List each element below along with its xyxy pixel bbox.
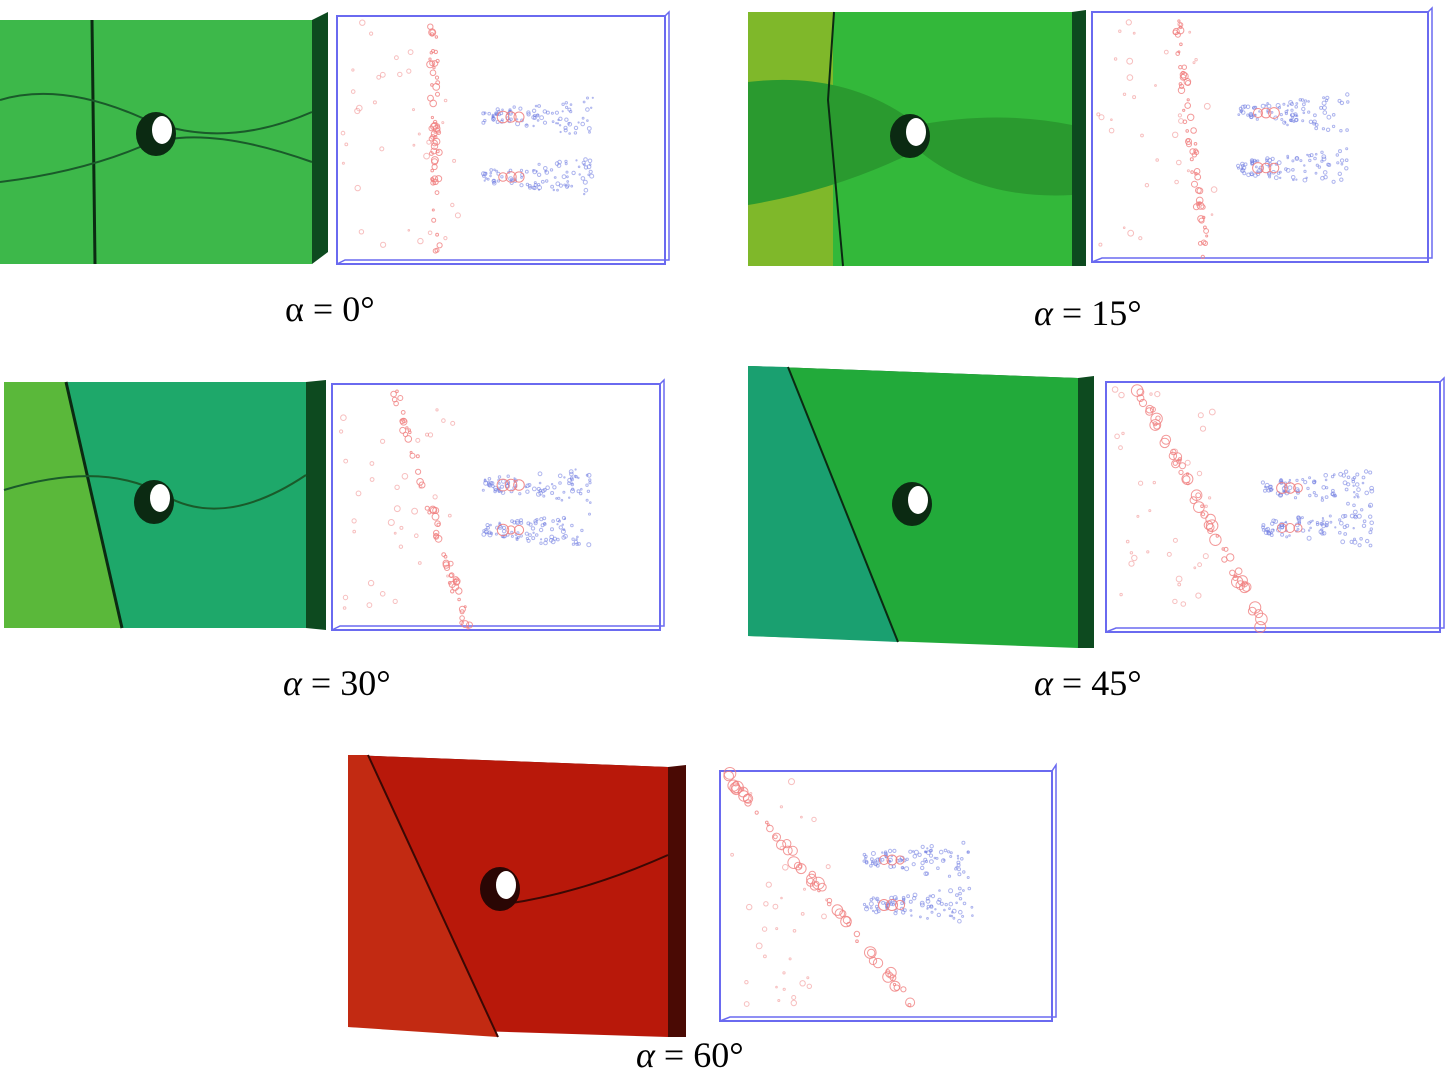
panel-alpha-15 bbox=[748, 6, 1433, 267]
caption-symbol: α bbox=[1034, 663, 1053, 703]
block-render-0 bbox=[0, 12, 328, 265]
caption-symbol: α bbox=[1034, 293, 1053, 333]
caption-alpha-15: α = 15° bbox=[1034, 293, 1142, 333]
caption-value: 15° bbox=[1091, 293, 1142, 333]
caption-alpha-30: α = 30° bbox=[283, 663, 391, 703]
acoustic-emission-plot-0 bbox=[336, 10, 670, 265]
caption-symbol: α bbox=[285, 289, 304, 329]
acoustic-emission-plot-45 bbox=[1105, 376, 1445, 633]
acoustic-emission-plot-30 bbox=[331, 378, 665, 631]
block-render-60 bbox=[348, 754, 686, 1038]
caption-alpha-45: α = 45° bbox=[1034, 663, 1142, 703]
panel-alpha-30 bbox=[3, 378, 665, 631]
caption-value: 0° bbox=[342, 289, 375, 329]
panel-alpha-0 bbox=[0, 10, 670, 265]
caption-alpha-60: α = 60° bbox=[636, 1035, 744, 1075]
caption-symbol: α bbox=[636, 1035, 655, 1075]
block-render-45 bbox=[748, 366, 1094, 648]
block-render-30 bbox=[3, 380, 326, 630]
caption-value: 60° bbox=[693, 1035, 744, 1075]
block-render-15 bbox=[748, 10, 1086, 267]
caption-value: 30° bbox=[340, 663, 391, 703]
panel-alpha-45 bbox=[748, 366, 1445, 648]
panel-alpha-60 bbox=[348, 754, 1057, 1038]
caption-symbol: α bbox=[283, 663, 302, 703]
acoustic-emission-plot-60 bbox=[719, 762, 1057, 1022]
caption-value: 45° bbox=[1091, 663, 1142, 703]
caption-alpha-0: α = 0° bbox=[285, 289, 375, 329]
acoustic-emission-plot-15 bbox=[1091, 6, 1433, 263]
